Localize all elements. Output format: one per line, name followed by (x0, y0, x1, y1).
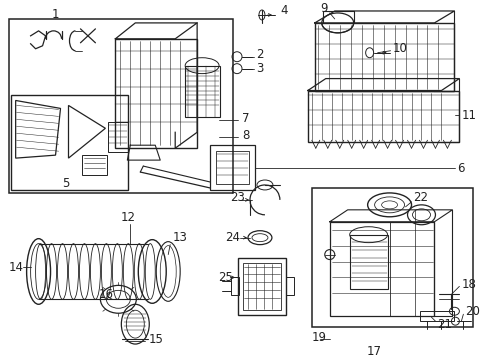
Text: 25: 25 (218, 271, 232, 284)
Bar (115, 39, 197, 148)
Text: 23: 23 (229, 192, 244, 204)
Text: 24: 24 (224, 231, 240, 244)
Text: 20: 20 (465, 305, 479, 318)
Text: 9: 9 (319, 3, 327, 15)
Text: 5: 5 (61, 177, 69, 190)
Text: 10: 10 (392, 42, 407, 55)
Bar (82, 155, 107, 175)
Text: 7: 7 (242, 112, 249, 125)
Bar (108, 122, 128, 152)
Text: 21: 21 (437, 318, 451, 331)
Text: 8: 8 (242, 129, 249, 142)
Text: 16: 16 (98, 288, 113, 301)
Text: 2: 2 (255, 48, 263, 61)
Bar (307, 90, 458, 142)
Text: 4: 4 (279, 4, 287, 18)
Text: 18: 18 (461, 278, 475, 291)
Text: 15: 15 (148, 333, 163, 346)
Bar (216, 151, 248, 184)
Bar (210, 145, 254, 190)
Bar (185, 66, 220, 117)
Bar (11, 95, 128, 190)
Bar (349, 235, 387, 289)
Text: 22: 22 (413, 192, 427, 204)
Bar (238, 257, 285, 315)
Bar (329, 222, 433, 316)
Text: 12: 12 (121, 211, 136, 224)
Bar (311, 188, 472, 327)
Text: 13: 13 (172, 231, 187, 244)
Text: 11: 11 (461, 109, 475, 122)
Bar (314, 23, 453, 90)
Text: 19: 19 (311, 330, 326, 343)
Text: 6: 6 (456, 162, 464, 175)
Bar (230, 278, 239, 295)
Bar (243, 262, 280, 310)
Bar (419, 311, 453, 321)
Text: 14: 14 (9, 261, 23, 274)
Text: 1: 1 (52, 8, 59, 22)
Bar (9, 19, 233, 193)
Bar (285, 278, 293, 295)
Text: 3: 3 (255, 62, 263, 75)
Text: 17: 17 (366, 345, 381, 357)
